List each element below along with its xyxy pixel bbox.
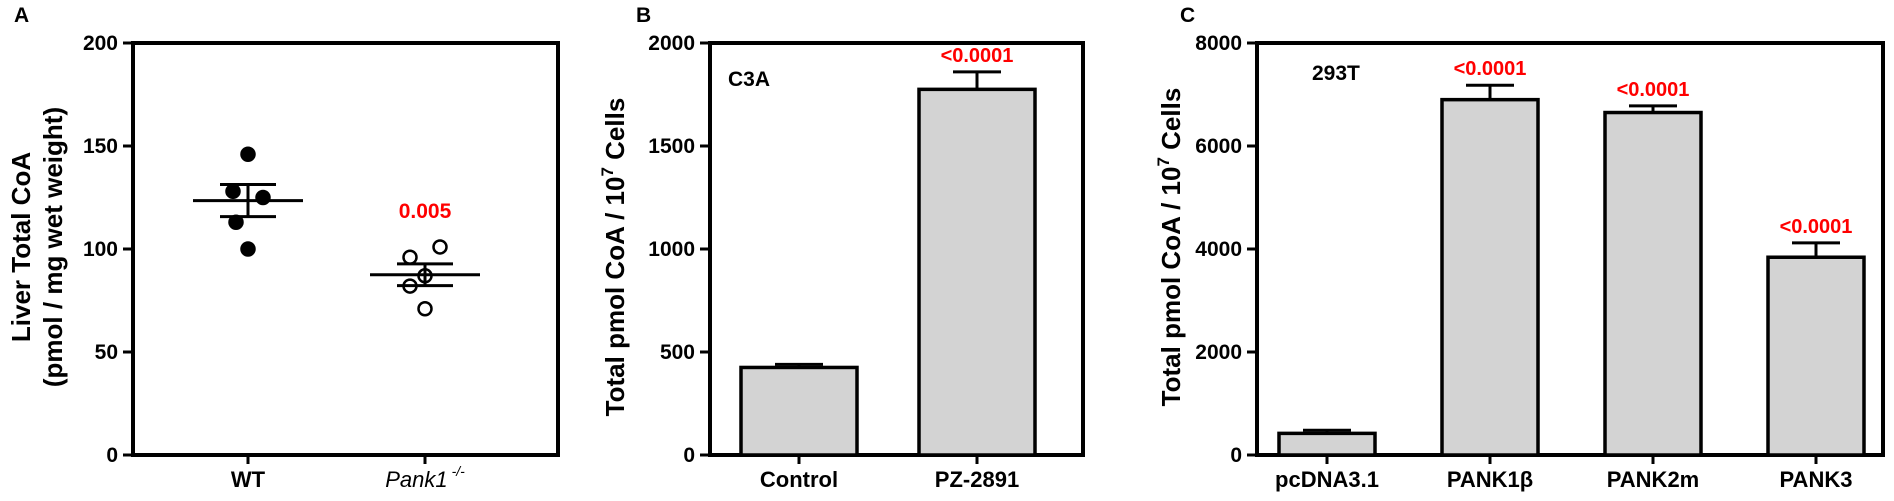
y-tick-label: 2000 xyxy=(648,32,695,55)
bar xyxy=(1277,431,1377,457)
panel-c-inset-label: 293T xyxy=(1312,62,1360,85)
significance-annotation: <0.0001 xyxy=(1617,79,1690,101)
chart-marks: 0 50 100 150 200 WT Pank1 -/- 0.005 0 500 1000 1500 2… xyxy=(83,32,1885,492)
y-tick-label: 4000 xyxy=(1195,238,1242,261)
bar xyxy=(739,365,859,457)
x-tick-label: WT xyxy=(231,467,266,492)
significance-annotation: <0.0001 xyxy=(941,45,1014,67)
x-tick-label-text: PANK2m xyxy=(1607,467,1700,492)
x-tick-label-text: Pank1 xyxy=(385,467,447,492)
bar xyxy=(1603,110,1703,457)
data-point xyxy=(402,249,418,265)
x-tick-label-text: WT xyxy=(231,467,266,492)
x-tick-label: PANK2m xyxy=(1607,467,1700,492)
panel-a-label: A xyxy=(14,4,29,27)
x-tick-label: PANK1β xyxy=(1447,467,1533,492)
significance-annotation: <0.0001 xyxy=(1454,58,1527,80)
panel-a-ylabel-line2: (pmol / mg wet weight) xyxy=(38,107,68,387)
y-tick-label: 1500 xyxy=(648,135,695,158)
x-tick-label-text: PANK1β xyxy=(1447,467,1533,492)
bar xyxy=(917,87,1037,457)
data-point xyxy=(240,241,256,257)
significance-annotation: 0.005 xyxy=(399,200,452,223)
panel-a-plot-frame xyxy=(131,41,560,457)
panel-b-ylabel-tail: Cells xyxy=(600,98,630,167)
panel-b-label: B xyxy=(636,4,651,27)
y-tick-label: 500 xyxy=(660,341,695,364)
panel-c-label: C xyxy=(1180,4,1195,27)
y-tick-label: 100 xyxy=(83,238,118,261)
x-tick-label-text: Control xyxy=(760,467,838,492)
data-point xyxy=(240,146,256,162)
y-tick-label: 8000 xyxy=(1195,32,1242,55)
y-tick-label: 6000 xyxy=(1195,135,1242,158)
data-point xyxy=(432,239,448,255)
panel-b-inset-label: C3A xyxy=(728,68,770,91)
significance-annotation: <0.0001 xyxy=(1780,216,1853,238)
x-tick-label: pcDNA3.1 xyxy=(1275,467,1379,492)
x-tick-label: PZ-2891 xyxy=(935,467,1019,492)
bar xyxy=(1440,97,1540,457)
panel-c-ylabel-main: Total pmol CoA / 10 xyxy=(1156,167,1186,407)
y-tick-label: 0 xyxy=(106,444,118,467)
panel-a-ylabel-line1: Liver Total CoA xyxy=(6,152,36,342)
y-tick-label: 2000 xyxy=(1195,341,1242,364)
y-tick-label: 1000 xyxy=(648,238,695,261)
panel-b-ylabel: Total pmol CoA / 107 Cells xyxy=(598,98,630,417)
panel-b-ylabel-sup: 7 xyxy=(598,167,617,176)
y-tick-label: 150 xyxy=(83,135,118,158)
panel-c-ylabel: Total pmol CoA / 107 Cells xyxy=(1154,88,1186,407)
x-tick-label-text: pcDNA3.1 xyxy=(1275,467,1379,492)
x-tick-label-text: PANK3 xyxy=(1780,467,1853,492)
bar xyxy=(1766,255,1866,457)
y-tick-label: 0 xyxy=(1230,444,1242,467)
x-tick-label: PANK3 xyxy=(1780,467,1853,492)
panel-c-ylabel-sup: 7 xyxy=(1154,157,1173,166)
x-tick-label-text: PZ-2891 xyxy=(935,467,1019,492)
panel-c-ylabel-tail: Cells xyxy=(1156,88,1186,157)
data-point xyxy=(417,300,433,317)
y-tick-label: 0 xyxy=(683,444,695,467)
x-tick-label: Pank1 -/- xyxy=(385,463,465,492)
y-tick-label: 200 xyxy=(83,32,118,55)
y-tick-label: 50 xyxy=(95,341,118,364)
x-tick-label: Control xyxy=(760,467,838,492)
panel-b-ylabel-main: Total pmol CoA / 10 xyxy=(600,177,630,417)
x-tick-label-sup: -/- xyxy=(452,463,466,479)
data-point xyxy=(225,183,241,200)
